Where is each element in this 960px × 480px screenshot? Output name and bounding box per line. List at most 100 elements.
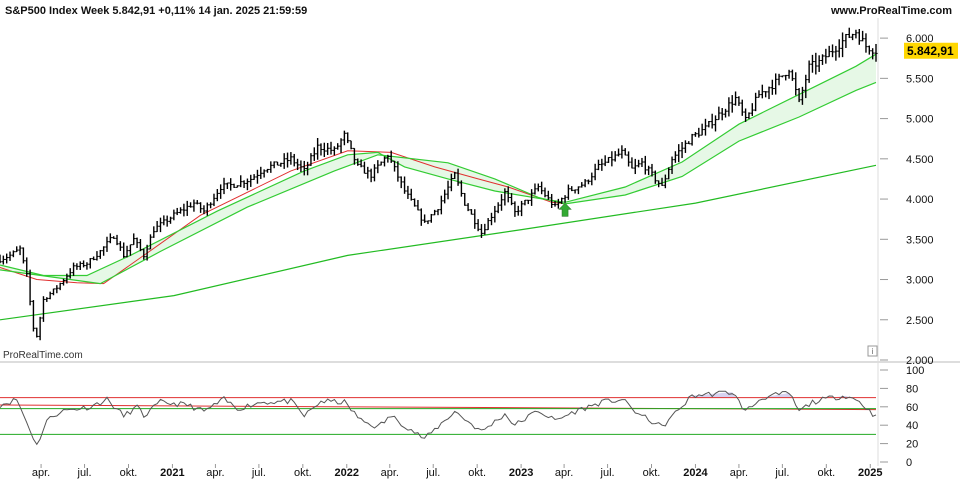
price-bar xyxy=(710,113,714,129)
series-ma-mid xyxy=(0,81,877,285)
price-bar xyxy=(412,198,417,207)
time-tick-label: apr. xyxy=(206,467,224,479)
price-bar xyxy=(128,244,132,256)
price-bar xyxy=(18,245,22,256)
price-bar xyxy=(804,74,808,99)
price-bar xyxy=(402,176,407,194)
price-bar xyxy=(409,188,413,201)
time-tick-label: 2024 xyxy=(683,467,708,479)
price-bar xyxy=(817,55,821,72)
price-bar xyxy=(229,178,233,191)
price-bar xyxy=(339,138,343,153)
price-bar xyxy=(359,159,363,168)
price-bar xyxy=(108,233,112,244)
price-bar xyxy=(764,91,768,98)
price-bar xyxy=(182,203,186,217)
price-bar xyxy=(219,184,223,199)
price-bar xyxy=(48,291,52,300)
price-bar xyxy=(787,69,791,79)
rsi-line xyxy=(0,390,877,446)
price-bar xyxy=(112,236,116,239)
price-bar xyxy=(874,43,878,62)
price-bar xyxy=(433,209,437,216)
info-icon[interactable]: i xyxy=(867,345,878,357)
price-bar xyxy=(162,215,166,226)
price-bar xyxy=(499,194,504,211)
price-bar xyxy=(871,48,875,60)
price-bar xyxy=(11,250,15,258)
buy-arrow-icon xyxy=(558,202,572,217)
price-bar xyxy=(663,174,667,189)
price-bar xyxy=(168,216,173,224)
price-tick-label: 4.000 xyxy=(906,194,934,206)
price-bar xyxy=(593,163,597,181)
price-bar xyxy=(262,169,266,178)
price-bar xyxy=(329,141,333,155)
price-bar xyxy=(794,72,798,96)
price-bar xyxy=(51,288,56,296)
price-bar xyxy=(476,219,480,232)
price-bar xyxy=(138,238,143,252)
price-bar xyxy=(426,220,430,225)
price-bar xyxy=(316,138,320,160)
price-bar xyxy=(71,262,76,276)
price-bar xyxy=(546,190,550,200)
price-bar xyxy=(192,199,196,212)
site-link[interactable]: www.ProRealTime.com xyxy=(830,5,952,17)
price-bar xyxy=(623,148,627,156)
price-bar xyxy=(199,202,203,213)
price-bar xyxy=(590,172,594,186)
price-bar xyxy=(807,60,811,83)
price-bar xyxy=(423,214,427,223)
price-bar xyxy=(158,217,163,233)
price-bar xyxy=(820,54,825,65)
price-bar xyxy=(566,184,570,200)
price-bar xyxy=(369,168,373,183)
time-tick-label: okt. xyxy=(643,467,661,479)
price-bar xyxy=(118,241,122,251)
price-bar xyxy=(667,167,671,180)
price-bar xyxy=(205,202,209,216)
price-bar xyxy=(285,152,290,168)
price-bar xyxy=(299,160,303,172)
price-bar xyxy=(861,30,865,42)
price-bar xyxy=(292,153,296,167)
price-bar xyxy=(466,203,470,212)
price-bar xyxy=(269,161,273,173)
price-bar xyxy=(259,166,263,179)
price-bar xyxy=(780,75,784,78)
price-tick-label: 3.000 xyxy=(906,275,934,287)
price-bar xyxy=(553,200,557,207)
price-bar xyxy=(92,256,96,261)
time-tick-label: okt. xyxy=(120,467,138,479)
price-bar xyxy=(456,168,460,186)
price-bar xyxy=(693,132,698,137)
rsi-tick-label: 0 xyxy=(906,457,912,469)
price-bar xyxy=(774,73,778,95)
price-bar xyxy=(279,162,283,167)
price-bar xyxy=(188,202,193,208)
price-bar xyxy=(690,133,694,146)
price-bar xyxy=(295,158,300,171)
price-bar xyxy=(657,180,661,188)
price-bar xyxy=(854,29,858,39)
price-bar xyxy=(647,165,651,176)
price-bar xyxy=(58,282,62,291)
price-bar xyxy=(489,212,494,226)
price-bar xyxy=(834,45,838,61)
price-bar xyxy=(35,327,39,338)
price-bar xyxy=(389,150,393,163)
price-bar xyxy=(98,249,102,259)
price-tick-label: 6.000 xyxy=(906,33,934,45)
price-bar xyxy=(837,39,841,58)
price-bar xyxy=(486,218,490,231)
price-bar xyxy=(1,255,5,265)
price-bar xyxy=(399,176,403,189)
price-bar xyxy=(509,193,514,206)
price-bar xyxy=(844,33,848,49)
price-bar xyxy=(5,253,9,264)
price-bar xyxy=(443,189,447,204)
price-bar xyxy=(265,168,270,173)
price-tick-label: 4.500 xyxy=(906,154,934,166)
price-bar xyxy=(366,166,370,179)
